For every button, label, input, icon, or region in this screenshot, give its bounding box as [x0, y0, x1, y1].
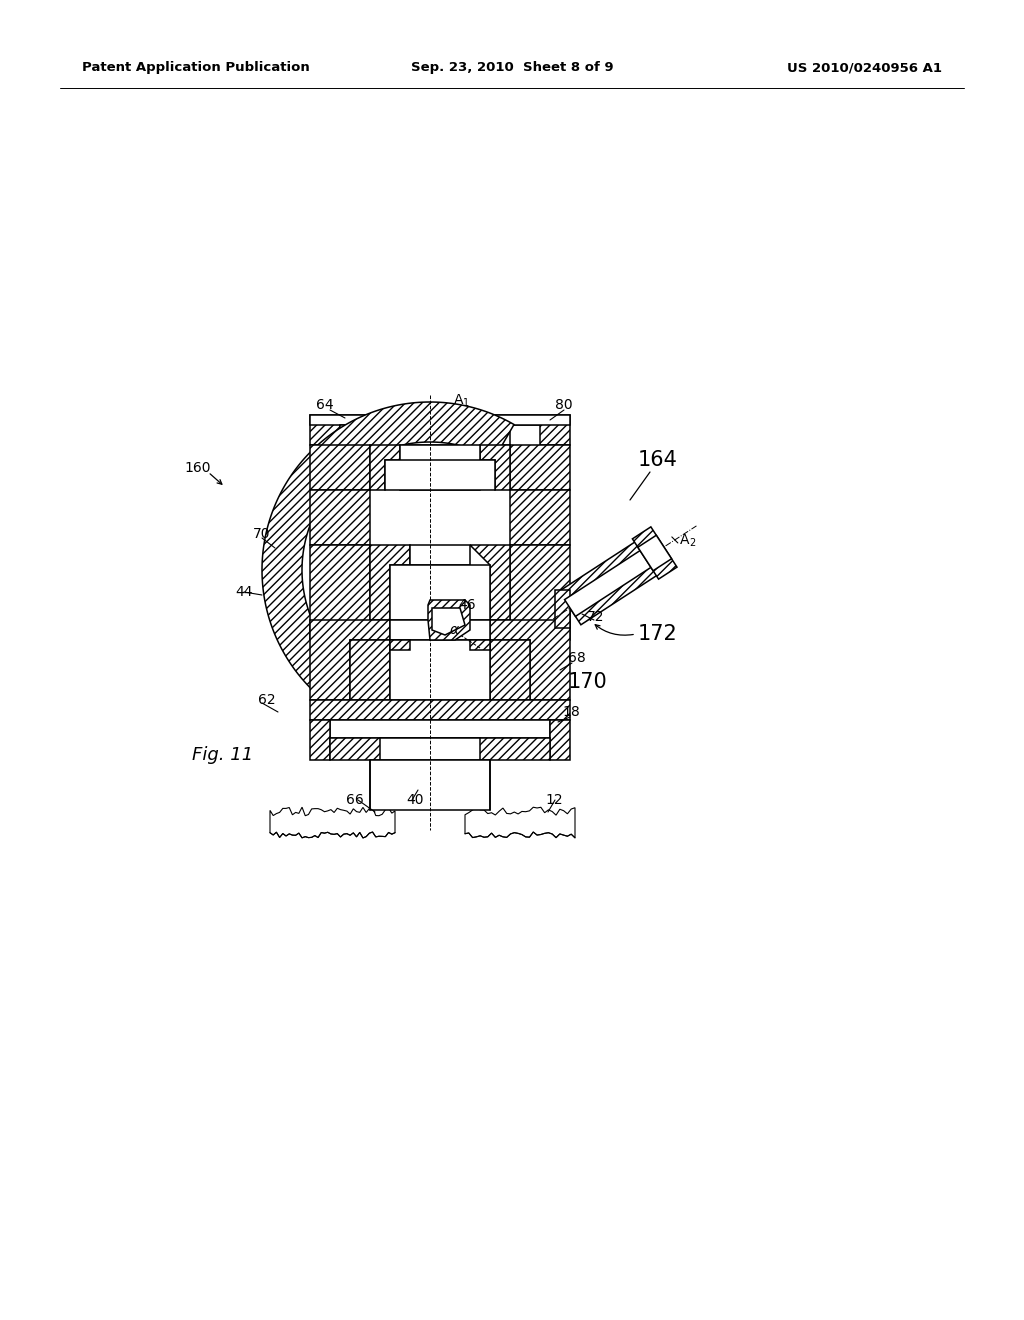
Polygon shape: [262, 403, 514, 738]
Polygon shape: [270, 808, 395, 838]
Text: A: A: [680, 533, 689, 546]
Text: Sep. 23, 2010  Sheet 8 of 9: Sep. 23, 2010 Sheet 8 of 9: [411, 62, 613, 74]
Polygon shape: [385, 459, 495, 490]
Text: 68: 68: [568, 651, 586, 665]
Text: 170: 170: [568, 672, 608, 692]
Text: 18: 18: [562, 705, 580, 719]
Polygon shape: [490, 414, 570, 445]
Polygon shape: [390, 640, 410, 649]
Polygon shape: [633, 527, 677, 579]
Polygon shape: [490, 620, 570, 700]
Polygon shape: [564, 550, 651, 616]
Polygon shape: [340, 425, 510, 445]
Polygon shape: [470, 640, 490, 649]
Text: 40: 40: [406, 793, 424, 807]
Polygon shape: [390, 640, 490, 700]
Text: 70: 70: [253, 527, 270, 541]
Polygon shape: [310, 445, 370, 490]
Polygon shape: [510, 545, 570, 640]
Polygon shape: [550, 719, 570, 760]
Text: 62: 62: [258, 693, 275, 708]
Polygon shape: [400, 445, 480, 490]
Polygon shape: [638, 535, 672, 570]
Text: 44: 44: [234, 585, 253, 599]
Polygon shape: [410, 545, 470, 565]
Polygon shape: [432, 609, 465, 635]
Polygon shape: [350, 640, 390, 700]
Text: A: A: [454, 393, 464, 407]
Text: 160: 160: [184, 461, 211, 475]
Polygon shape: [370, 760, 490, 810]
Text: US 2010/0240956 A1: US 2010/0240956 A1: [787, 62, 942, 74]
Text: 64: 64: [316, 399, 334, 412]
Text: 72: 72: [587, 610, 604, 624]
Text: 172: 172: [638, 624, 678, 644]
Polygon shape: [310, 490, 370, 545]
Polygon shape: [380, 738, 480, 760]
Text: 1: 1: [463, 399, 469, 408]
Polygon shape: [310, 700, 570, 719]
Text: 2: 2: [689, 539, 695, 548]
Polygon shape: [490, 640, 530, 700]
Text: 46: 46: [458, 598, 475, 612]
Polygon shape: [510, 490, 570, 545]
Polygon shape: [465, 808, 575, 838]
Polygon shape: [510, 445, 570, 490]
Text: α: α: [450, 623, 459, 638]
Polygon shape: [428, 601, 470, 640]
Text: 164: 164: [638, 450, 678, 470]
Polygon shape: [370, 545, 410, 620]
Polygon shape: [555, 590, 570, 628]
Polygon shape: [310, 545, 370, 640]
Polygon shape: [370, 445, 400, 490]
Polygon shape: [310, 620, 390, 700]
Text: Fig. 11: Fig. 11: [193, 746, 253, 764]
Polygon shape: [480, 445, 510, 490]
Polygon shape: [330, 719, 550, 738]
Text: 80: 80: [555, 399, 572, 412]
Polygon shape: [390, 620, 490, 640]
Polygon shape: [470, 545, 510, 620]
Text: 12: 12: [545, 793, 562, 807]
Text: 66: 66: [346, 793, 364, 807]
Polygon shape: [310, 414, 570, 425]
Text: Patent Application Publication: Patent Application Publication: [82, 62, 309, 74]
Polygon shape: [310, 719, 330, 760]
Polygon shape: [390, 565, 490, 620]
Polygon shape: [559, 535, 669, 624]
Polygon shape: [310, 414, 370, 445]
Polygon shape: [330, 738, 550, 760]
